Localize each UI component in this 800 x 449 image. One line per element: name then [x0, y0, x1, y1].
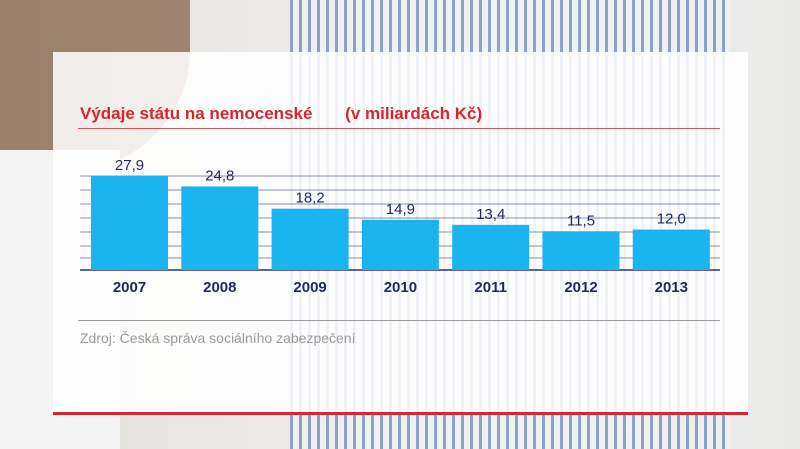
panel-bottom-accent-line: [53, 412, 748, 415]
chart-title: Výdaje státu na nemocenské (v miliardách…: [80, 104, 482, 124]
source-note: Zdroj: Česká správa sociálního zabezpeče…: [80, 330, 356, 346]
chart-title-text: Výdaje státu na nemocenské: [80, 104, 313, 123]
category-label-2013: 2013: [655, 279, 688, 296]
value-label-2008: 24,8: [205, 167, 234, 184]
chart-unit-label: (v miliardách Kč): [345, 104, 483, 123]
bar-2009: [271, 208, 349, 270]
source-rule: [78, 320, 720, 321]
category-label-2011: 2011: [474, 279, 507, 296]
category-label-2012: 2012: [564, 279, 597, 296]
category-label-2007: 2007: [113, 279, 146, 296]
category-label-2009: 2009: [293, 279, 326, 296]
category-label-2008: 2008: [203, 279, 236, 296]
chart-bars: [91, 176, 710, 270]
bar-2008: [181, 186, 259, 270]
bar-2013: [632, 229, 710, 270]
title-rule: [78, 128, 720, 129]
value-label-2007: 27,9: [115, 157, 144, 174]
bar-2007: [91, 176, 168, 270]
value-label-2010: 14,9: [386, 201, 415, 218]
bar-2011: [452, 224, 530, 270]
chart-labels: 27,9 2007 24,8 2008 18,2 2009 14,9 2010 13,4 2011…: [113, 157, 688, 296]
value-label-2009: 18,2: [295, 190, 324, 207]
value-label-2013: 12,0: [657, 211, 686, 228]
value-label-2011: 13,4: [476, 206, 505, 223]
bar-2012: [542, 231, 620, 270]
bar-2010: [361, 219, 439, 270]
category-label-2010: 2010: [384, 279, 417, 296]
value-label-2012: 11,5: [567, 212, 595, 229]
